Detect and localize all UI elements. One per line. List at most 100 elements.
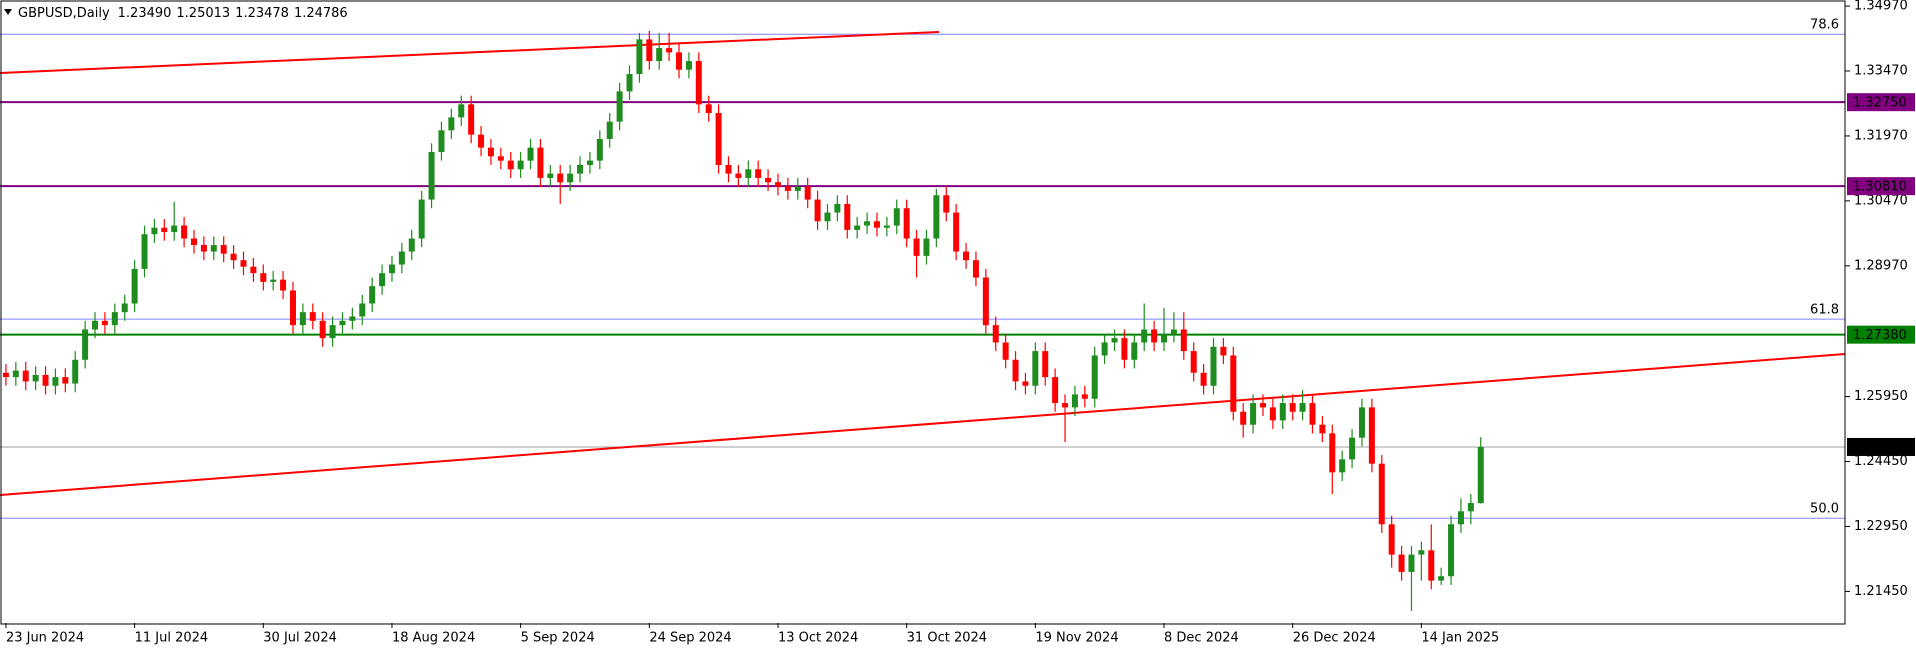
candle-body [319,320,326,339]
axis-layer: 1.34970 1.33470 1.31970 1.30470 1.28970 1.259… [5,0,1915,646]
candle-body [893,208,900,226]
candle-body [289,290,296,326]
candle-body [1398,554,1405,572]
candle-body [626,74,633,92]
candle-body [1121,338,1128,360]
candle-body [814,199,821,222]
candle-body [1259,403,1266,408]
candle-body [171,225,178,233]
candle-body [567,173,574,183]
candle-body [181,225,188,239]
candle-body [883,225,890,228]
candle-body [537,147,544,178]
candle-body [448,117,455,131]
candle-body [1339,459,1346,473]
candle-body [12,370,19,378]
candle-body [329,325,336,339]
candle-body [507,160,514,170]
close-label: 1.24786 [294,6,348,21]
candle-body [1289,403,1296,412]
candle-body [903,208,910,239]
candle-body [1240,411,1247,425]
candle-body [1032,351,1039,386]
candle-body [794,186,801,191]
candle-body [824,212,831,222]
candle-body [844,203,851,230]
candle-body [992,325,999,343]
candle-body [1042,351,1049,378]
candle-body [210,245,217,252]
candle-body [1190,351,1197,373]
candle-body [398,251,405,265]
candle-body [151,227,158,235]
fib-label: 50.0 [1810,502,1839,517]
x-tick-label: 26 Dec 2024 [1293,631,1376,646]
candle-body [1299,403,1306,412]
candle-body [299,312,306,326]
candle-body [685,61,692,70]
levels-layer: 78.6 61.8 50.0 [0,18,1845,519]
candle-body [1309,403,1316,425]
level-label: 1.27380 [1853,328,1907,343]
candle-body [1408,554,1415,572]
candle-body [774,182,781,187]
candle-body [260,273,267,282]
candle-body [468,104,475,135]
candle-body [111,312,118,326]
candle-body [1457,511,1464,525]
menu-arrow[interactable] [4,9,12,15]
y-tick-label: 1.28970 [1854,258,1908,273]
candle-body [1388,524,1395,555]
candle-body [1200,372,1207,386]
candle-body [873,221,880,228]
candles-layer [2,30,1484,611]
candle-body [943,195,950,213]
y-tick-label: 1.22950 [1854,519,1908,534]
candle-body [963,251,970,261]
candle-body [1368,407,1375,464]
candle-body [458,104,465,118]
candle-body [428,151,435,200]
candle-body [1111,338,1118,343]
x-tick-label: 5 Sep 2024 [521,631,595,646]
candle-body [1250,403,1257,425]
candle-body [32,374,39,382]
candle-body [606,121,613,139]
candle-body [972,260,979,278]
level-label: 1.24786 [1853,440,1907,455]
candle-body [369,286,376,304]
candle-body [577,164,584,174]
candle-body [547,173,554,178]
trend-line [0,31,940,74]
candle-body [1418,550,1425,555]
candle-body [240,260,247,267]
candle-body [695,61,702,105]
candle-body [1012,359,1019,382]
candle-body [280,279,287,291]
candle-body [676,52,683,70]
x-tick-label: 19 Nov 2024 [1035,631,1118,646]
candle-body [349,316,356,321]
open-label: 1.23490 [118,6,172,21]
candle-body [191,238,198,246]
candle-body [1131,342,1138,360]
candle-body [1062,403,1069,408]
candle-body [1180,329,1187,352]
candle-body [705,104,712,113]
candle-body [834,203,841,213]
header: GBPUSD,Daily 1.23490 1.25013 1.23478 1.24786 [18,6,348,21]
y-tick-label: 1.25950 [1854,389,1908,404]
candle-body [517,160,524,170]
candle-body [438,130,445,152]
level-label: 1.30810 [1853,180,1907,195]
candle-body [1091,355,1098,399]
candle-body [557,173,564,183]
candle-body [982,277,989,326]
candle-body [804,186,811,200]
candle-body [1170,329,1177,334]
candle-body [141,234,148,269]
candle-body [1230,355,1237,412]
candle-body [725,164,732,174]
candle-body [1467,503,1474,512]
